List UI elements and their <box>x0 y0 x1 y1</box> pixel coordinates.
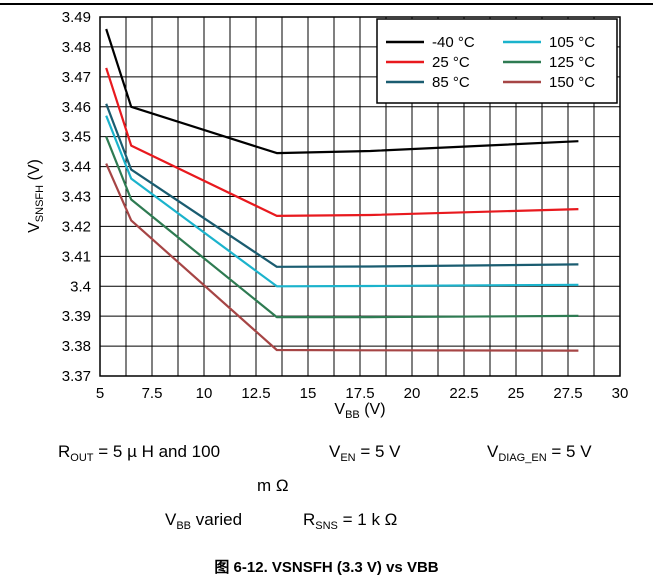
series-line-40c <box>105 28 579 155</box>
x-tick-label: 22.5 <box>449 385 478 402</box>
condition-ven: VEN = 5 V <box>329 442 401 464</box>
top-rule <box>0 3 653 5</box>
series-line-125c <box>105 136 579 319</box>
legend-label: -40 °C <box>432 34 475 51</box>
condition-vbb: VBB varied <box>165 510 243 532</box>
x-axis-label-unit: (V) <box>360 401 386 418</box>
x-tick-label: 5 <box>96 385 104 402</box>
x-axis-label-main: V <box>334 401 345 418</box>
y-tick-label: 3.41 <box>62 248 91 265</box>
legend: -40 °C 25 °C 85 °C 105 °C 125 °C 150 °C <box>376 18 618 104</box>
x-axis-label-sub: BB <box>345 409 360 420</box>
y-tick-label: 3.42 <box>62 218 91 235</box>
y-tick-label: 3.37 <box>62 368 91 385</box>
x-tick-label: 25 <box>508 385 525 402</box>
chart: 5 7.5 10 12.5 15 17.5 20 22.5 25 27.5 30 3.373.383… <box>26 9 629 420</box>
figure-caption: 图 6-12. VSNSFH (3.3 V) vs VBB <box>214 559 439 576</box>
legend-label: 85 °C <box>432 74 470 91</box>
x-tick-label: 30 <box>612 385 629 402</box>
x-tick-label: 12.5 <box>241 385 270 402</box>
y-axis-label: VSNSFH (V) <box>26 159 46 233</box>
y-axis-label-main: V <box>26 222 43 233</box>
x-axis-label: VBB (V) <box>334 401 385 420</box>
legend-label: 150 °C <box>549 74 595 91</box>
plot-frame <box>99 16 621 377</box>
condition-rsns: RSNS = 1 k Ω <box>303 510 398 532</box>
y-tick-label: 3.44 <box>62 159 91 176</box>
y-axis-label-unit: (V) <box>26 159 43 185</box>
condition-rout: ROUT = 5 µ H and 100 <box>58 442 221 464</box>
series-line-150c <box>105 163 579 352</box>
series-line-85c <box>105 103 579 268</box>
y-tick-label: 3.45 <box>62 129 91 146</box>
y-tick-label: 3.46 <box>62 99 91 116</box>
y-tick-label: 3.38 <box>62 338 91 355</box>
y-axis-label-sub: SNSFH <box>34 185 46 222</box>
y-tick-label: 3.47 <box>62 69 91 86</box>
x-tick-label: 17.5 <box>345 385 374 402</box>
x-tick-label: 10 <box>196 385 213 402</box>
x-tick-label: 15 <box>300 385 317 402</box>
x-tick-labels: 5 7.5 10 12.5 15 17.5 20 22.5 25 27.5 30 <box>96 385 629 402</box>
series-line-25c <box>105 67 579 217</box>
x-tick-label: 27.5 <box>553 385 582 402</box>
y-tick-labels: 3.37 3.38 3.39 3.4 3.41 3.42 3.43 3.44 3.45 3.46 3… <box>62 9 91 385</box>
y-tick-label: 3.4 <box>70 278 91 295</box>
legend-label: 125 °C <box>549 54 595 71</box>
x-tick-label: 7.5 <box>142 385 163 402</box>
y-tick-label: 3.39 <box>62 308 91 325</box>
x-tick-label: 20 <box>404 385 421 402</box>
y-tick-label: 3.49 <box>62 9 91 26</box>
series-line-105c <box>105 115 579 288</box>
condition-vdiag-en: VDIAG_EN = 5 V <box>487 442 592 464</box>
condition-rout-line2: m Ω <box>257 476 289 495</box>
y-tick-label: 3.43 <box>62 189 91 206</box>
legend-label: 105 °C <box>549 34 595 51</box>
legend-label: 25 °C <box>432 54 470 71</box>
series-lines <box>105 28 579 352</box>
grid-major <box>100 17 620 376</box>
y-tick-label: 3.48 <box>62 39 91 56</box>
